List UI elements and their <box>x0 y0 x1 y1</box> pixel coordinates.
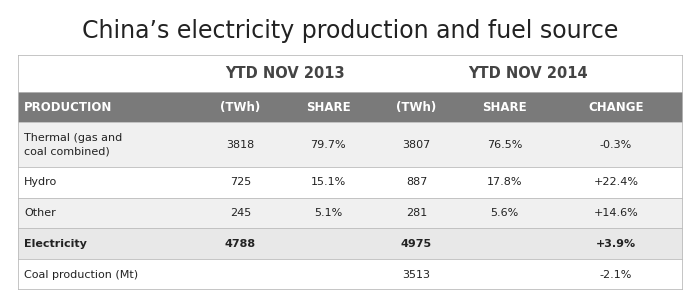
Text: 15.1%: 15.1% <box>311 177 346 187</box>
Text: 725: 725 <box>230 177 251 187</box>
Text: 79.7%: 79.7% <box>311 140 346 150</box>
Text: Coal production (Mt): Coal production (Mt) <box>24 270 139 280</box>
Text: 3818: 3818 <box>226 140 254 150</box>
Text: Hydro: Hydro <box>24 177 57 187</box>
Text: 17.8%: 17.8% <box>487 177 522 187</box>
Text: Other: Other <box>24 208 56 218</box>
Text: 887: 887 <box>406 177 427 187</box>
Text: 3513: 3513 <box>402 270 430 280</box>
Text: China’s electricity production and fuel source: China’s electricity production and fuel … <box>82 19 618 44</box>
Bar <box>18 55 682 92</box>
Bar <box>18 198 682 228</box>
Text: 3807: 3807 <box>402 140 430 150</box>
Text: SHARE: SHARE <box>482 101 527 114</box>
Text: PRODUCTION: PRODUCTION <box>24 101 113 114</box>
Text: +3.9%: +3.9% <box>596 239 636 249</box>
Text: 245: 245 <box>230 208 251 218</box>
Text: -0.3%: -0.3% <box>600 140 632 150</box>
Bar <box>18 122 682 167</box>
Text: Thermal (gas and
coal combined): Thermal (gas and coal combined) <box>24 133 122 156</box>
Text: Electricity: Electricity <box>24 239 87 249</box>
Text: YTD NOV 2013: YTD NOV 2013 <box>225 66 345 81</box>
Text: (TWh): (TWh) <box>396 101 437 114</box>
Text: CHANGE: CHANGE <box>588 101 644 114</box>
Text: YTD NOV 2014: YTD NOV 2014 <box>468 66 588 81</box>
Bar <box>18 228 682 259</box>
Bar <box>18 259 682 290</box>
Text: 5.1%: 5.1% <box>314 208 342 218</box>
Text: -2.1%: -2.1% <box>600 270 632 280</box>
Text: SHARE: SHARE <box>306 101 351 114</box>
Text: 4975: 4975 <box>401 239 432 249</box>
Text: 76.5%: 76.5% <box>487 140 522 150</box>
Text: 5.6%: 5.6% <box>491 208 519 218</box>
Text: +22.4%: +22.4% <box>594 177 638 187</box>
Text: (TWh): (TWh) <box>220 101 260 114</box>
Bar <box>18 167 682 198</box>
Bar <box>18 92 682 122</box>
Text: +14.6%: +14.6% <box>594 208 638 218</box>
Text: 281: 281 <box>406 208 427 218</box>
Text: 4788: 4788 <box>225 239 256 249</box>
